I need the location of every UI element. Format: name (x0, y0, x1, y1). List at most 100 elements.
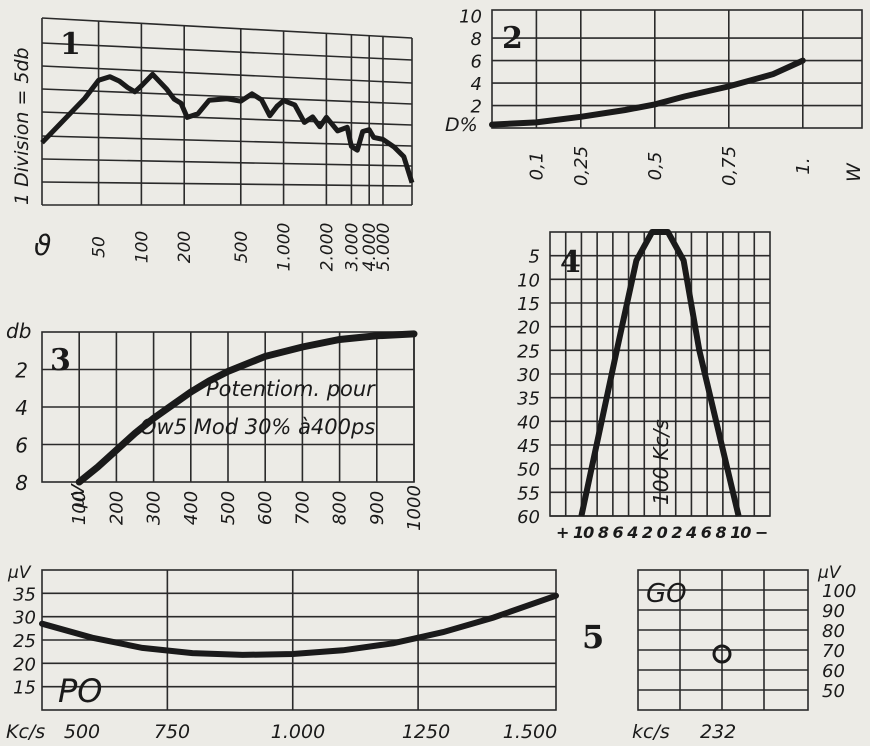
chart-po-x-tick: 750 (154, 721, 190, 743)
chart-2-x-tick: 0,5 (645, 152, 666, 181)
chart-1: 1 1 Division = 5db ϑ 50 100 200 500 1.000 2.0… (11, 17, 415, 272)
chart-4-y-tick: 40 (517, 412, 540, 433)
chart-3-y-tick-labels: 2 4 6 8 (15, 359, 28, 496)
chart-1-x-tick: 3.000 (342, 223, 362, 272)
chart-4-y-tick: 5 (529, 247, 540, 268)
chart-1-x-tick: 100 (132, 231, 152, 263)
chart-go-frame (637, 569, 809, 711)
chart-po-band-label: PO (58, 672, 102, 710)
chart-1-x-tick: 5.000 (374, 223, 394, 272)
chart-po-x-unit: Kc/s (6, 721, 45, 743)
chart-3-x-tick: 600 (255, 491, 276, 525)
chart-po-y-tick: 25 (13, 631, 36, 652)
chart-4-x-ticks: + 10 8 6 4 2 0 2 4 6 8 10 − (556, 523, 767, 542)
chart-2-x-unit: W (843, 162, 865, 182)
chart-3-x-tick: 1000 (404, 485, 425, 531)
chart-po-x-tick: 500 (64, 721, 100, 743)
chart-go-point (712, 644, 732, 664)
chart-2-y-tick: 4 (471, 74, 482, 95)
chart-3-series-line (75, 330, 418, 486)
chart-go-band-label: GO (646, 579, 687, 609)
chart-5-number: 5 (582, 618, 604, 656)
chart-po-x-tick-labels: 500 750 1.000 1250 1.500 (64, 721, 557, 743)
chart-4-y-tick: 15 (517, 294, 540, 315)
chart-4-grid (549, 231, 771, 517)
chart-4-y-tick: 20 (517, 318, 540, 339)
chart-2-grid (491, 9, 863, 129)
chart-3-y-tick: 6 (15, 434, 28, 458)
chart-3-x-tick: 300 (144, 491, 165, 525)
chart-2-y-tick: 10 (459, 7, 482, 28)
chart-go-y-tick: 60 (822, 661, 845, 682)
chart-3-y-tick: 2 (15, 359, 28, 383)
chart-go-y-tick: 50 (822, 681, 845, 702)
chart-4-y-tick: 35 (517, 389, 540, 410)
chart-4-number: 4 (560, 245, 581, 280)
chart-4-y-tick: 10 (517, 270, 540, 291)
chart-4-series-line (578, 229, 742, 517)
chart-2-x-tick-labels: 0,1 0,25 0,5 0,75 1. (526, 146, 813, 186)
chart-2-y-tick: 6 (471, 52, 482, 73)
chart-3-x-tick: 800 (330, 491, 351, 525)
chart-3-annotation-2: Ow5 Mod 30% à400ps (140, 415, 375, 439)
chart-po-y-tick: 15 (13, 678, 36, 699)
chart-1-series-line (40, 71, 415, 184)
chart-3-y-tick: 4 (15, 396, 28, 420)
chart-1-x-tick: 50 (90, 236, 110, 258)
chart-4-annotation: 100 Kc/s (649, 419, 673, 505)
chart-1-x-tick: 2.000 (317, 223, 337, 272)
chart-po-x-tick: 1.500 (503, 721, 557, 743)
chart-2-number: 2 (502, 21, 523, 56)
chart-2-x-tick: 1. (793, 157, 814, 174)
chart-2-x-tick: 0,75 (719, 146, 740, 186)
chart-3-annotation-1: Potentiom. pour (206, 377, 376, 401)
chart-3-x-tick: 100 (69, 491, 90, 525)
chart-po-y-unit: μV (7, 563, 32, 583)
chart-go-y-tick: 90 (822, 601, 845, 622)
chart-4-y-tick: 30 (517, 365, 540, 386)
chart-po-x-tick: 1.000 (271, 721, 325, 743)
chart-2-x-tick: 0,1 (526, 152, 547, 181)
chart-3-x-tick: 500 (218, 491, 239, 525)
chart-4-y-tick: 25 (517, 341, 540, 362)
chart-1-x-tick: 4.000 (360, 223, 380, 272)
chart-1-grid (41, 17, 413, 206)
chart-3-x-tick: 200 (106, 491, 127, 525)
chart-2-ylabel: D% (445, 114, 478, 136)
chart-4-y-tick: 55 (517, 483, 540, 504)
chart-3-grid (41, 331, 415, 483)
chart-1-x-tick: 1.000 (275, 223, 295, 272)
chart-3-y-tick: 8 (15, 471, 28, 495)
chart-4-y-tick: 45 (517, 436, 540, 457)
chart-1-number: 1 (60, 27, 81, 62)
chart-po-x-tick: 1250 (402, 721, 450, 743)
chart-3-ylabel: db (6, 319, 31, 343)
chart-2-y-tick: 8 (471, 29, 482, 50)
chart-po-series-line (39, 592, 559, 658)
chart-3-x-tick-labels: 100 200 300 400 500 600 700 800 900 1000 (69, 485, 425, 531)
chart-2-frame (491, 9, 863, 129)
chart-1-x-tick: 500 (232, 231, 252, 263)
chart-2-y-tick: 2 (471, 97, 482, 118)
chart-po-y-tick: 20 (13, 654, 36, 675)
chart-4-y-tick: 50 (517, 460, 540, 481)
chart-1-x-tick: 200 (175, 231, 195, 263)
chart-go-x-unit: kc/s (632, 721, 670, 743)
chart-3-x-unit: μV (68, 483, 89, 509)
chart-go-y-tick: 80 (822, 621, 845, 642)
chart-po-y-tick: 35 (13, 584, 36, 605)
chart-2-x-tick: 0,25 (571, 146, 592, 186)
chart-go-x-tick: 232 (700, 721, 736, 743)
chart-go-y-tick: 100 (822, 581, 856, 602)
chart-go-y-unit: μV (817, 563, 842, 583)
